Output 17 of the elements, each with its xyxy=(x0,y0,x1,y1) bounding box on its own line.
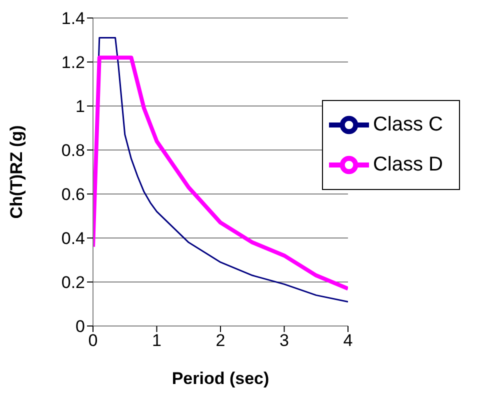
x-tick-label: 1 xyxy=(152,331,162,350)
x-axis-title: Period (sec) xyxy=(172,369,270,388)
y-tick-label: 1.2 xyxy=(61,53,85,72)
y-axis-title: Ch(T)RZ (g) xyxy=(7,125,26,219)
x-tick-label: 4 xyxy=(343,331,353,350)
y-tick-label: 0 xyxy=(76,317,85,336)
y-tick-label: 0.2 xyxy=(61,273,85,292)
x-tick-label: 2 xyxy=(216,331,226,350)
x-tick-label: 3 xyxy=(280,331,289,350)
legend-label: Class C xyxy=(372,113,443,136)
y-tick-label: 1.4 xyxy=(61,9,85,28)
y-tick-label: 1 xyxy=(76,97,85,116)
legend-label: Class D xyxy=(372,153,443,176)
y-tick-label: 0.4 xyxy=(61,229,85,248)
y-tick-label: 0.6 xyxy=(61,185,85,204)
x-tick-label: 0 xyxy=(88,331,98,350)
y-tick-label: 0.8 xyxy=(61,141,85,160)
